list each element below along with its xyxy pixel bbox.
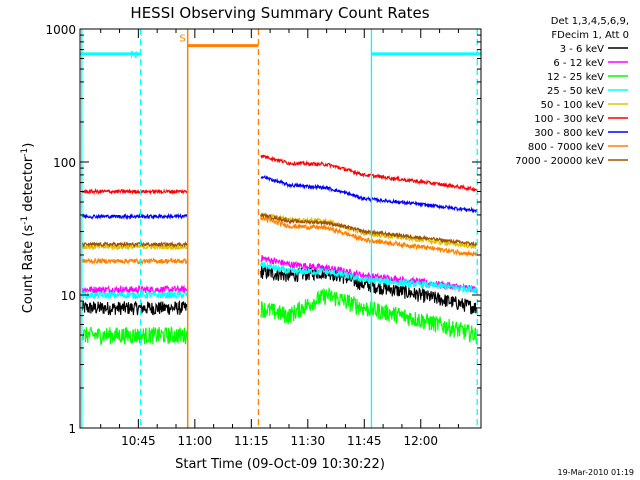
x-tick-label: 11:00 [178, 434, 213, 448]
legend-label-3: 25 - 50 keV [547, 86, 604, 97]
legend: Det 1,3,4,5,6,9, FDecim 1, Att 0 3 - 6 k… [515, 16, 629, 167]
series-line-2-segment-1 [81, 326, 188, 346]
series-layer [81, 154, 478, 346]
saa-label: S [179, 34, 185, 45]
series-line-5-segment-1 [81, 187, 188, 196]
y-axis-label-mid: detector [21, 156, 36, 216]
series-line-8-segment-2 [260, 213, 478, 247]
x-tick-label: 11:15 [234, 434, 269, 448]
series-line-0-segment-2 [260, 266, 478, 315]
x-tick-label: 10:45 [121, 434, 156, 448]
legend-label-2: 12 - 25 keV [547, 72, 604, 83]
chart-title: HESSI Observing Summary Count Rates [130, 4, 429, 22]
timestamp: 19-Mar-2010 01:19 [558, 468, 635, 477]
y-axis-label: Count Rate (s-1 detector-1) [20, 143, 36, 314]
y-tick-label: 10 [61, 289, 76, 303]
y-axis-label-end: ) [21, 143, 36, 148]
y-axis-label-sup1: -1 [20, 216, 30, 225]
night-label: N [130, 50, 137, 61]
series-line-5-segment-2 [260, 154, 478, 192]
y-tick-label: 1 [68, 422, 76, 436]
series-line-6-segment-2 [260, 174, 478, 214]
series-line-8-segment-1 [81, 240, 188, 249]
interval-layer: NS [80, 29, 481, 428]
legend-label-1: 6 - 12 keV [553, 58, 604, 69]
legend-label-0: 3 - 6 keV [560, 44, 604, 55]
series-line-0-segment-1 [81, 300, 188, 316]
y-tick-label: 100 [53, 156, 76, 170]
series-line-7-segment-1 [81, 256, 188, 266]
legend-label-5: 100 - 300 keV [534, 114, 604, 125]
series-line-1-segment-1 [81, 284, 188, 295]
legend-label-7: 800 - 7000 keV [528, 142, 604, 153]
legend-header-line-2: FDecim 1, Att 0 [551, 30, 629, 41]
series-line-2-segment-2 [260, 287, 478, 345]
x-tick-label: 11:30 [291, 434, 326, 448]
x-tick-label: 12:00 [403, 434, 438, 448]
legend-label-8: 7000 - 20000 keV [515, 156, 604, 167]
y-axis-label-main: Count Rate (s [21, 225, 36, 314]
x-tick-label: 11:45 [347, 434, 382, 448]
legend-label-6: 300 - 800 keV [534, 128, 604, 139]
plot-frame [79, 28, 482, 429]
legend-header-line-1: Det 1,3,4,5,6,9, [551, 16, 629, 27]
series-line-3-segment-2 [260, 261, 478, 294]
series-line-6-segment-1 [81, 212, 188, 221]
legend-label-4: 50 - 100 keV [541, 100, 605, 111]
y-tick-label: 1000 [45, 23, 76, 37]
series-line-7-segment-2 [260, 215, 478, 258]
axis-layer: 10:45 11:00 11:15 11:30 11:45 12:00 1 10 100 1000 [45, 23, 481, 448]
y-axis-label-sup2: -1 [20, 148, 30, 157]
x-axis-label: Start Time (09-Oct-09 10:30:22) [175, 457, 385, 472]
series-line-3-segment-1 [81, 290, 188, 300]
